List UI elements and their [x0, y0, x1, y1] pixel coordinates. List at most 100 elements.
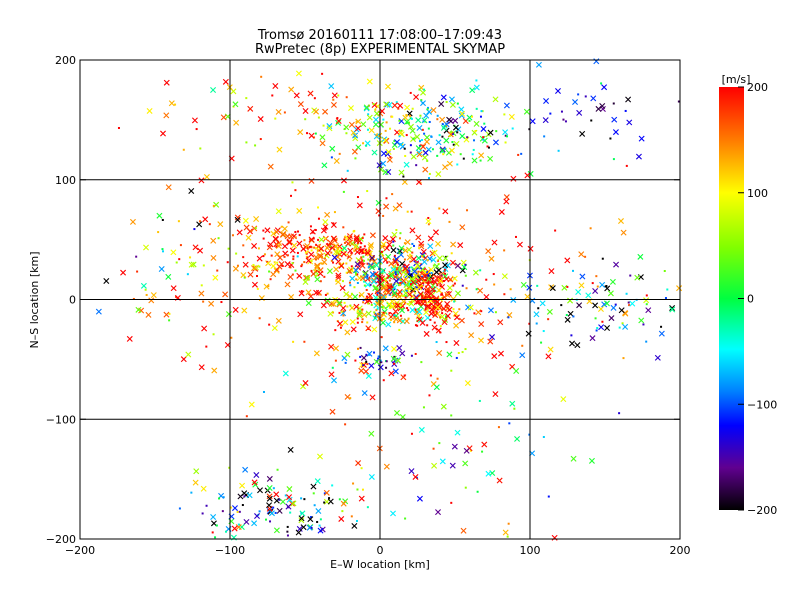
data-point-dot — [404, 517, 407, 520]
data-point-dot — [433, 321, 436, 324]
data-point-dot — [332, 98, 335, 101]
data-point-cross — [407, 123, 414, 130]
data-point-dot — [441, 123, 444, 126]
data-point-cross — [446, 116, 453, 123]
colorbar-tick-label: 200 — [747, 81, 768, 94]
data-point-dot — [359, 355, 362, 358]
data-point-dot — [417, 280, 420, 283]
data-point-cross — [487, 307, 494, 314]
data-point-dot — [241, 504, 244, 507]
data-point-cross — [273, 229, 280, 235]
data-point-dot — [513, 407, 516, 410]
data-point-dot — [343, 127, 346, 130]
colorbar-tick-label: −100 — [747, 398, 777, 411]
colorbar-ticks: 200 100 0 −100 −200 — [738, 81, 777, 517]
data-point-dot — [360, 467, 363, 470]
data-point-dot — [566, 285, 569, 288]
data-point-dot — [361, 321, 364, 324]
data-point-dot — [420, 99, 423, 102]
data-point-dot — [342, 314, 345, 317]
data-point-dot — [405, 289, 408, 292]
data-point-dot — [382, 118, 385, 121]
data-point-cross — [148, 297, 155, 304]
data-point-cross — [268, 510, 275, 517]
data-point-cross — [607, 290, 614, 297]
data-point-cross — [497, 319, 504, 326]
data-point-cross — [95, 308, 102, 315]
data-point-dot — [442, 153, 445, 156]
data-point-cross — [143, 244, 149, 251]
y-tick-label: 200 — [55, 54, 76, 67]
data-point-cross — [440, 124, 447, 131]
data-point-cross — [353, 303, 360, 310]
data-point-cross — [436, 255, 443, 262]
data-point-cross — [382, 283, 389, 290]
data-point-dot — [572, 315, 575, 318]
data-point-dot — [397, 284, 400, 287]
data-point-cross — [442, 262, 449, 269]
data-point-cross — [314, 276, 321, 283]
data-point-cross — [409, 227, 416, 234]
data-point-dot — [346, 305, 349, 308]
data-point-dot — [284, 494, 287, 497]
data-point-cross — [297, 129, 304, 136]
data-point-cross — [545, 353, 552, 360]
data-point-cross — [317, 527, 324, 534]
data-point-cross — [411, 268, 418, 275]
data-point-dot — [402, 295, 405, 298]
data-point-cross — [349, 318, 356, 325]
data-point-dot — [444, 255, 447, 258]
data-point-cross — [371, 277, 378, 284]
data-point-dot — [381, 272, 384, 275]
data-point-cross — [435, 171, 442, 178]
data-point-cross — [356, 202, 363, 209]
data-point-cross — [412, 473, 419, 480]
colorbar-tick-label: 0 — [747, 293, 754, 306]
data-point-cross — [658, 330, 665, 337]
data-point-cross — [403, 161, 410, 168]
data-point-cross — [444, 312, 451, 319]
data-point-dot — [450, 414, 453, 417]
data-point-cross — [408, 468, 415, 475]
data-point-dot — [353, 229, 356, 232]
data-point-cross — [367, 243, 374, 250]
x-axis-label: E–W location [km] — [330, 558, 430, 571]
data-point-cross — [343, 291, 350, 298]
data-point-cross — [363, 104, 370, 111]
data-point-dot — [406, 294, 409, 297]
data-point-cross — [310, 483, 317, 490]
data-point-dot — [309, 238, 312, 241]
data-point-dot — [453, 282, 456, 285]
data-point-dot — [393, 254, 396, 257]
data-point-dot — [334, 359, 337, 362]
data-point-cross — [420, 248, 427, 255]
data-point-cross — [299, 510, 306, 517]
data-point-cross — [524, 172, 531, 179]
data-point-dot — [464, 263, 467, 266]
data-point-dot — [286, 525, 289, 528]
data-point-cross — [431, 249, 438, 256]
data-point-cross — [503, 102, 510, 109]
data-point-cross — [225, 311, 232, 318]
data-point-dot — [426, 259, 429, 262]
data-point-dot — [417, 308, 420, 311]
data-point-cross — [434, 304, 441, 311]
data-point-dot — [217, 237, 220, 240]
data-point-dot — [403, 265, 406, 268]
data-point-dot — [366, 262, 369, 265]
data-point-dot — [331, 484, 334, 487]
data-point-dot — [310, 526, 313, 529]
data-point-dot — [384, 295, 387, 298]
data-point-cross — [277, 254, 284, 261]
data-point-cross — [356, 312, 363, 319]
data-point-dot — [446, 304, 449, 307]
data-point-dot — [438, 134, 441, 137]
data-point-cross — [352, 293, 359, 300]
data-point-dot — [406, 210, 409, 213]
data-point-cross — [275, 108, 282, 115]
data-point-cross — [459, 110, 466, 117]
data-point-cross — [352, 132, 359, 139]
data-point-dot — [355, 519, 358, 522]
data-point-cross — [420, 89, 427, 96]
data-point-dot — [507, 316, 510, 319]
